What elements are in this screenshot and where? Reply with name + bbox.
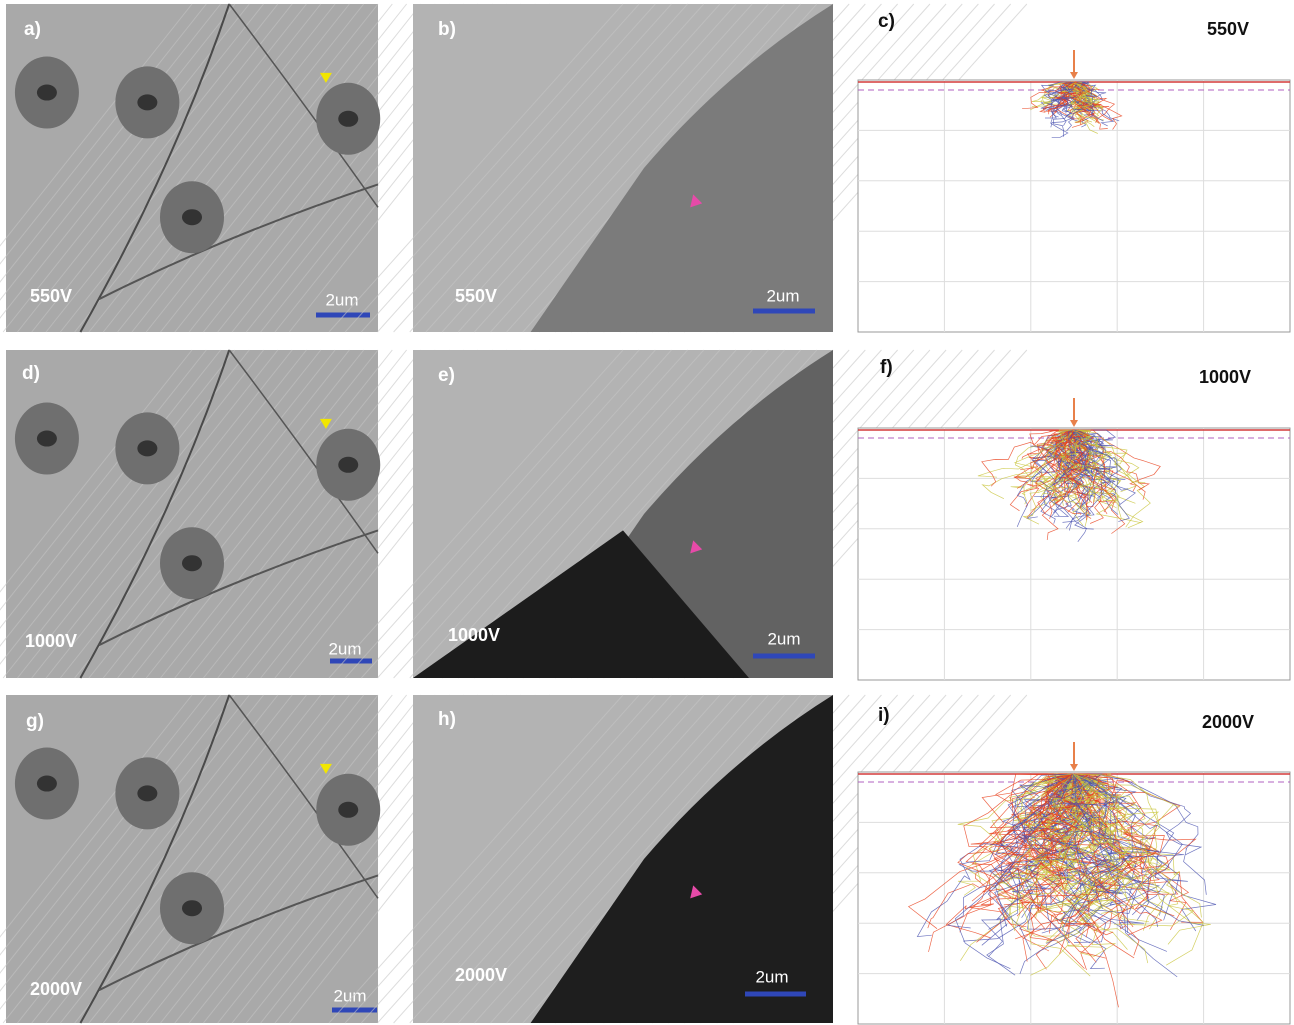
panel-label: f) <box>880 357 893 378</box>
panel-label: d) <box>22 363 40 384</box>
scale-bar <box>330 659 372 664</box>
island-core <box>338 457 358 473</box>
island-core <box>182 555 202 571</box>
scale-bar-label: 2um <box>325 290 358 309</box>
figure: a) 550V 2um b) 550V 2um d) 1000V 2um e) 1000V 2um g)… <box>0 0 1294 1025</box>
panel-label: i) <box>878 705 890 726</box>
island-core <box>338 111 358 127</box>
panel-label: e) <box>438 365 455 386</box>
panel-label: b) <box>438 19 456 40</box>
island-core <box>37 85 57 101</box>
panel-label: g) <box>26 711 44 732</box>
beam-arrowhead <box>1070 420 1078 427</box>
island-core <box>182 209 202 225</box>
scale-bar-label: 2um <box>328 639 361 658</box>
island-core <box>137 440 157 456</box>
simulation-plot <box>858 742 1290 1024</box>
panel-label: a) <box>24 19 41 40</box>
panel-label: c) <box>878 11 895 32</box>
island-core <box>182 900 202 916</box>
scale-bar <box>745 992 806 997</box>
voltage-label: 550V <box>30 286 72 306</box>
beam-arrowhead <box>1070 72 1078 79</box>
island-core <box>137 785 157 801</box>
simulation-plot <box>858 398 1290 680</box>
voltage-label: 2000V <box>455 965 507 985</box>
island-core <box>338 802 358 818</box>
island-core <box>37 431 57 447</box>
simulation-plot <box>858 50 1290 332</box>
voltage-label: 550V <box>455 286 497 306</box>
voltage-label: 2000V <box>30 979 82 999</box>
island-core <box>37 776 57 792</box>
scale-bar-label: 2um <box>767 629 800 648</box>
scale-bar-label: 2um <box>766 286 799 305</box>
scale-bar <box>753 654 815 659</box>
beam-arrowhead <box>1070 764 1078 771</box>
panel-label: h) <box>438 709 456 730</box>
voltage-label: 1000V <box>25 631 77 651</box>
island-core <box>137 94 157 110</box>
voltage-label: 1000V <box>1199 367 1251 387</box>
scale-bar-label: 2um <box>333 986 366 1005</box>
scale-bar-label: 2um <box>755 967 788 986</box>
voltage-label: 550V <box>1207 19 1249 39</box>
scale-bar <box>753 309 815 314</box>
voltage-label: 1000V <box>448 625 500 645</box>
voltage-label: 2000V <box>1202 712 1254 732</box>
